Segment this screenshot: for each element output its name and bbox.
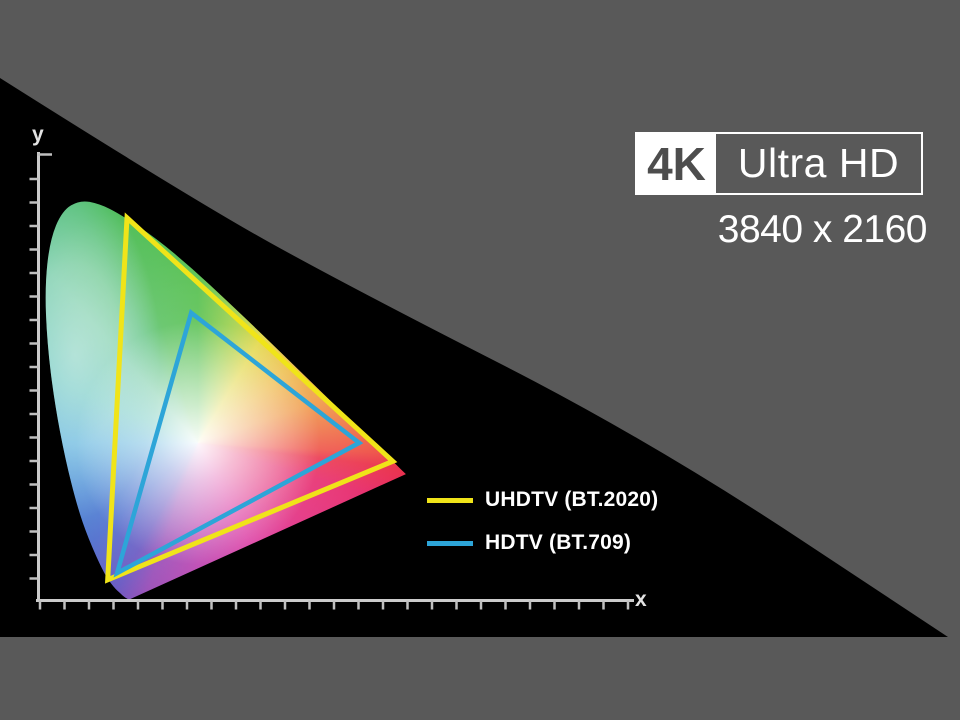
legend-item-uhdtv: UHDTV (BT.2020)	[427, 487, 658, 513]
uhd-badge: 4K Ultra HD	[635, 132, 923, 195]
badge-ultrahd-label: Ultra HD	[737, 140, 900, 186]
legend: UHDTV (BT.2020) HDTV (BT.709)	[427, 487, 658, 573]
bt2020-gamut-triangle	[104, 212, 398, 584]
legend-label-uhdtv: UHDTV (BT.2020)	[485, 488, 659, 511]
resolution-text: 3840 x 2160	[717, 208, 928, 251]
y-axis-label: y	[32, 123, 44, 146]
bt709-gamut-triangle	[113, 308, 364, 578]
legend-label-hdtv: HDTV (BT.709)	[485, 531, 632, 554]
legend-swatch-uhdtv	[427, 497, 473, 503]
x-axis-label: x	[635, 588, 647, 611]
badge-4k-label: 4K	[637, 134, 716, 193]
legend-swatch-hdtv	[427, 540, 473, 546]
legend-item-hdtv: HDTV (BT.709)	[427, 530, 658, 556]
